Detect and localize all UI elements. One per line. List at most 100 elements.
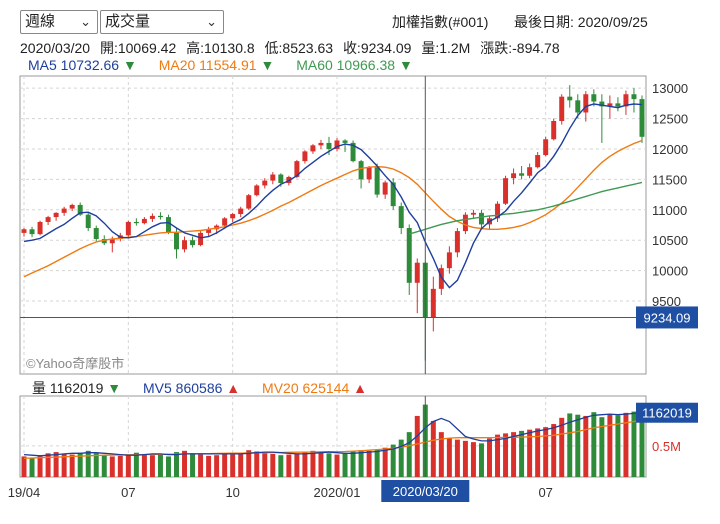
candle-body xyxy=(519,173,525,176)
volume-bar xyxy=(182,450,188,477)
ma20-legend: MA20 11554.91 xyxy=(158,57,257,73)
volume-bar xyxy=(478,443,484,477)
candle-body xyxy=(109,238,115,244)
candle-body xyxy=(101,238,107,244)
quote-low: 低:8523.63 xyxy=(264,40,334,56)
candle-body xyxy=(45,217,51,222)
volume-bar xyxy=(206,455,212,477)
volume-bar xyxy=(535,428,541,477)
candle-body xyxy=(222,218,228,226)
time-tick-label: 19/04 xyxy=(8,485,41,500)
volume-bar xyxy=(366,450,372,477)
candle-body xyxy=(406,228,412,283)
up-arrow-icon: ▲ xyxy=(353,380,367,396)
candle-body xyxy=(230,214,236,219)
down-arrow-icon: ▼ xyxy=(122,57,137,73)
mv5-line xyxy=(23,411,643,457)
volume-bar xyxy=(591,412,597,477)
quote-change: 漲跌:-894.78 xyxy=(480,40,560,56)
volume-bar xyxy=(551,424,557,477)
candle-body xyxy=(599,101,605,107)
candle-body xyxy=(29,229,35,235)
volume-bar xyxy=(631,411,637,477)
candle-body xyxy=(438,268,444,289)
volume-bar xyxy=(302,452,308,477)
volume-bar xyxy=(446,438,452,477)
candle-body xyxy=(310,145,316,152)
candle-body xyxy=(567,96,573,101)
volume-bar xyxy=(45,453,51,477)
volume-bar xyxy=(286,454,292,477)
volume-bar xyxy=(470,442,476,477)
period-select[interactable]: 週線 ⌄ xyxy=(20,10,98,34)
volume-bar xyxy=(230,454,236,477)
candle-body xyxy=(294,161,300,177)
quote-row: 2020/03/20 開:10069.42 高:10130.8 低:8523.6… xyxy=(20,38,566,58)
volume-bar xyxy=(77,452,83,477)
volume-bar xyxy=(318,452,324,477)
volume-bar xyxy=(599,417,605,477)
volume-bar xyxy=(37,455,43,477)
volume-bar xyxy=(109,456,115,477)
down-arrow-icon: ▼ xyxy=(260,57,275,73)
volume-bar xyxy=(543,427,549,477)
candle-body xyxy=(157,215,163,218)
ma-legend: MA5 10732.66 ▼ MA20 11554.91 ▼ MA60 1096… xyxy=(28,57,417,73)
volume-bar xyxy=(639,404,645,477)
candle-body xyxy=(462,214,468,232)
volume-bar xyxy=(278,455,284,477)
candle-body xyxy=(69,204,75,209)
volume-bar xyxy=(214,455,220,477)
up-arrow-icon: ▲ xyxy=(226,380,241,396)
candle-body xyxy=(535,155,541,168)
candle-body xyxy=(430,288,436,318)
candle-body xyxy=(398,206,404,229)
candle-body xyxy=(454,231,460,253)
price-tick-label: 12000 xyxy=(652,142,688,157)
volume-value-badge xyxy=(636,402,698,423)
quote-open: 開:10069.42 xyxy=(99,40,177,56)
candle-body xyxy=(575,100,581,113)
candle-body xyxy=(141,218,147,224)
candle-body xyxy=(334,140,340,149)
candle-body xyxy=(446,252,452,269)
time-tick-label: 07 xyxy=(538,485,552,500)
volume-bar xyxy=(462,440,468,477)
down-arrow-icon: ▼ xyxy=(107,380,122,396)
time-tick-label: 10 xyxy=(225,485,239,500)
ma5-line xyxy=(23,103,643,289)
volume-bar xyxy=(165,456,171,477)
indicator-select[interactable]: 成交量 ⌄ xyxy=(100,10,224,34)
candle-body xyxy=(639,99,645,137)
candle-body xyxy=(358,161,364,180)
last-date: 最後日期: 2020/09/25 xyxy=(514,14,648,30)
volume-bar xyxy=(519,430,525,477)
volume-bar xyxy=(270,453,276,477)
volume-legend: 量 1162019 ▼ MV5 860586 ▲ MV20 625144 ▲ xyxy=(32,378,371,398)
volume-bar xyxy=(382,447,388,477)
volume-bar xyxy=(454,439,460,477)
volume-bar xyxy=(174,452,179,477)
price-panel xyxy=(19,75,647,375)
volume-bar xyxy=(222,453,228,477)
candle-body xyxy=(93,228,99,239)
volume-bar xyxy=(607,414,613,477)
candle-body xyxy=(85,214,91,229)
candle-body xyxy=(414,262,420,283)
volume-bar xyxy=(334,454,340,477)
volume-bar xyxy=(133,452,139,477)
candle-body xyxy=(278,174,284,184)
candle-body xyxy=(318,142,324,146)
candle-body xyxy=(238,208,244,215)
volume-bar xyxy=(157,454,163,477)
volume-bar xyxy=(350,451,356,477)
volume-bar xyxy=(190,453,196,477)
candle-body xyxy=(37,221,43,235)
price-tick-label: 10500 xyxy=(652,233,688,248)
index-name: 加權指數(#001) xyxy=(392,14,489,30)
volume-bar xyxy=(567,413,573,477)
candle-body xyxy=(615,103,621,107)
candle-body xyxy=(583,94,589,113)
candle-body xyxy=(262,180,268,186)
